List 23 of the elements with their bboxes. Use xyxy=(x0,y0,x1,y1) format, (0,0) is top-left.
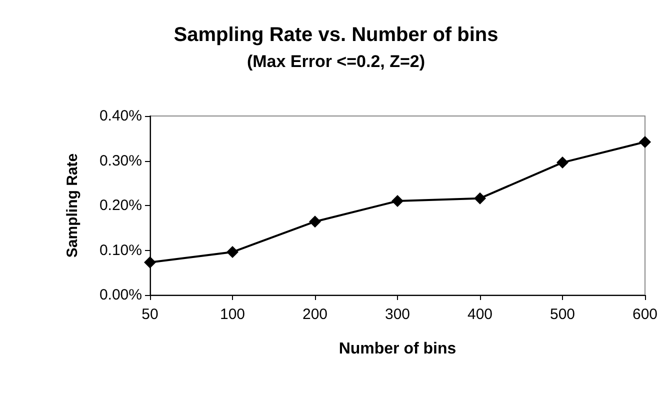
x-tick-label: 400 xyxy=(467,306,493,323)
point xyxy=(556,156,568,169)
y-tick-label: 0.30% xyxy=(99,152,142,170)
chart-title: Sampling Rate vs. Number of bins xyxy=(174,24,498,46)
point xyxy=(309,216,321,228)
x-tick-label: 600 xyxy=(632,306,658,323)
y-tick-label: 0.10% xyxy=(99,242,142,259)
point xyxy=(226,246,238,258)
point xyxy=(639,136,651,148)
y-tick-label: 0.00% xyxy=(99,286,142,304)
x-tick-label: 300 xyxy=(384,306,410,323)
y-axis-title: Sampling Rate xyxy=(64,153,81,258)
y-tick-label: 0.20% xyxy=(99,197,142,214)
x-tick-label: 100 xyxy=(220,306,246,323)
point xyxy=(144,256,156,268)
point xyxy=(392,195,404,208)
point xyxy=(474,192,486,204)
x-tick-label: 50 xyxy=(142,306,158,323)
x-tick-label: 200 xyxy=(302,306,328,323)
y-tick-label: 0.40% xyxy=(99,108,142,124)
x-tick-label: 500 xyxy=(550,306,576,323)
x-axis-title: Number of bins xyxy=(338,340,456,358)
chart-subtitle: (Max Error <=0.2, Z=2) xyxy=(246,52,426,71)
